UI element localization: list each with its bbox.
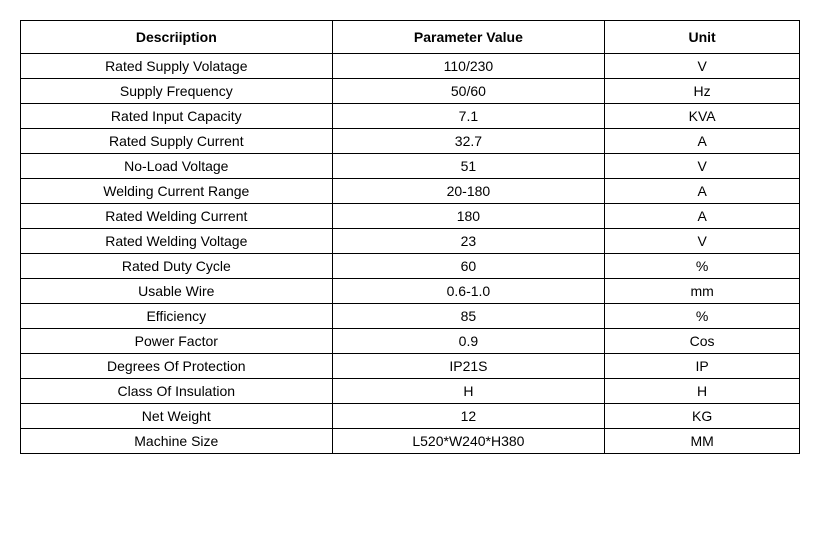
cell-description: Usable Wire (21, 279, 333, 304)
cell-value: 23 (332, 229, 605, 254)
table-row: Supply Frequency 50/60 Hz (21, 79, 800, 104)
cell-description: Rated Welding Current (21, 204, 333, 229)
cell-unit: V (605, 54, 800, 79)
cell-description: Power Factor (21, 329, 333, 354)
header-unit: Unit (605, 21, 800, 54)
cell-value: 180 (332, 204, 605, 229)
cell-unit: A (605, 129, 800, 154)
cell-description: Net Weight (21, 404, 333, 429)
table-row: Rated Supply Current 32.7 A (21, 129, 800, 154)
cell-unit: H (605, 379, 800, 404)
cell-value: 0.9 (332, 329, 605, 354)
table-row: Rated Input Capacity 7.1 KVA (21, 104, 800, 129)
cell-description: No-Load Voltage (21, 154, 333, 179)
cell-unit: V (605, 229, 800, 254)
header-row: Descriiption Parameter Value Unit (21, 21, 800, 54)
cell-unit: A (605, 204, 800, 229)
table-row: Rated Supply Volatage 110/230 V (21, 54, 800, 79)
table-row: Power Factor 0.9 Cos (21, 329, 800, 354)
header-parameter-value: Parameter Value (332, 21, 605, 54)
cell-description: Machine Size (21, 429, 333, 454)
cell-unit: MM (605, 429, 800, 454)
cell-description: Rated Duty Cycle (21, 254, 333, 279)
cell-value: 32.7 (332, 129, 605, 154)
cell-unit: Hz (605, 79, 800, 104)
cell-value: 110/230 (332, 54, 605, 79)
cell-description: Rated Supply Current (21, 129, 333, 154)
cell-value: 12 (332, 404, 605, 429)
cell-value: 0.6-1.0 (332, 279, 605, 304)
cell-description: Class Of Insulation (21, 379, 333, 404)
table-body: Rated Supply Volatage 110/230 V Supply F… (21, 54, 800, 454)
cell-description: Rated Input Capacity (21, 104, 333, 129)
cell-value: L520*W240*H380 (332, 429, 605, 454)
cell-value: 85 (332, 304, 605, 329)
cell-description: Efficiency (21, 304, 333, 329)
cell-unit: A (605, 179, 800, 204)
cell-value: IP21S (332, 354, 605, 379)
cell-unit: % (605, 254, 800, 279)
cell-value: 7.1 (332, 104, 605, 129)
cell-description: Rated Supply Volatage (21, 54, 333, 79)
table-row: No-Load Voltage 51 V (21, 154, 800, 179)
cell-value: 50/60 (332, 79, 605, 104)
header-description: Descriiption (21, 21, 333, 54)
cell-unit: Cos (605, 329, 800, 354)
cell-value: 51 (332, 154, 605, 179)
table-row: Rated Duty Cycle 60 % (21, 254, 800, 279)
table-row: Machine Size L520*W240*H380 MM (21, 429, 800, 454)
cell-description: Degrees Of Protection (21, 354, 333, 379)
cell-description: Rated Welding Voltage (21, 229, 333, 254)
table-row: Efficiency 85 % (21, 304, 800, 329)
cell-description: Supply Frequency (21, 79, 333, 104)
cell-unit: KVA (605, 104, 800, 129)
table-row: Net Weight 12 KG (21, 404, 800, 429)
cell-unit: IP (605, 354, 800, 379)
cell-value: 20-180 (332, 179, 605, 204)
cell-unit: % (605, 304, 800, 329)
cell-unit: KG (605, 404, 800, 429)
spec-table: Descriiption Parameter Value Unit Rated … (20, 20, 800, 454)
cell-value: H (332, 379, 605, 404)
table-row: Degrees Of Protection IP21S IP (21, 354, 800, 379)
cell-unit: mm (605, 279, 800, 304)
cell-description: Welding Current Range (21, 179, 333, 204)
table-row: Rated Welding Current 180 A (21, 204, 800, 229)
cell-unit: V (605, 154, 800, 179)
table-row: Rated Welding Voltage 23 V (21, 229, 800, 254)
table-row: Welding Current Range 20-180 A (21, 179, 800, 204)
table-row: Usable Wire 0.6-1.0 mm (21, 279, 800, 304)
cell-value: 60 (332, 254, 605, 279)
table-row: Class Of Insulation H H (21, 379, 800, 404)
